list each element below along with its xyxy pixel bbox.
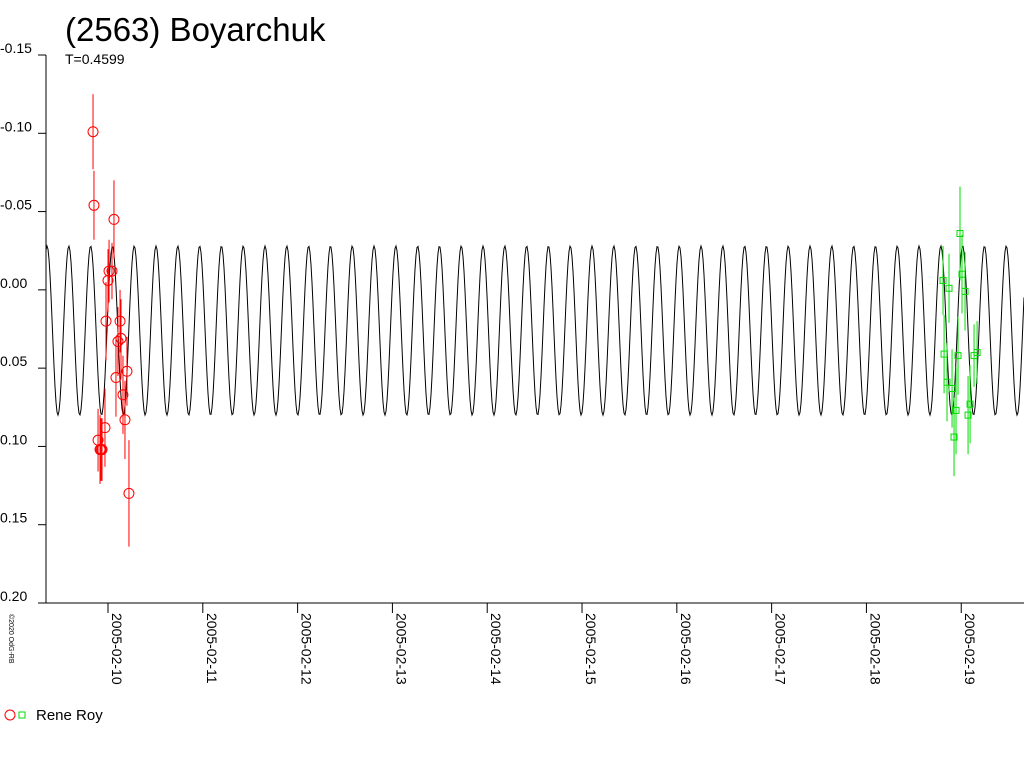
y-tick-label: 0.15 [0,510,27,526]
point [103,265,115,277]
x-tick-label: 2005-02-14 [488,613,504,685]
point [939,276,947,284]
point [948,384,956,392]
x-tick-label: 2005-02-19 [962,613,978,685]
y-tick-label: -0.10 [0,118,32,134]
fit-curve [45,244,1024,417]
point [87,126,99,138]
y-tick-label: 0.20 [0,588,27,604]
point [943,378,951,386]
point [945,284,953,292]
point [114,315,126,327]
point [954,352,962,360]
x-tick-label: 2005-02-17 [773,613,789,685]
point [115,332,127,344]
point [961,287,969,295]
point [106,265,118,277]
x-tick-label: 2005-02-18 [867,613,883,685]
y-tick-label: 0.00 [0,275,27,291]
point [96,444,108,456]
point [112,336,124,348]
credit: ©2020 OdG-RB [7,614,15,664]
point [123,487,135,499]
y-tick-label: -0.15 [0,40,32,56]
point [99,422,111,434]
point [964,411,972,419]
point [973,348,981,356]
chart-title: (2563) Boyarchuk [65,11,326,48]
legend-label: Rene Roy [36,707,103,724]
y-tick-label: 0.10 [0,431,27,447]
point [950,433,958,441]
x-tick-label: 2005-02-10 [109,613,125,685]
point [88,199,100,211]
point [956,229,964,237]
point [108,213,120,225]
point [100,315,112,327]
y-tick-label: -0.05 [0,197,32,213]
x-tick-label: 2005-02-13 [393,613,409,685]
legend-marker [4,709,16,721]
y-tick-label: 0.05 [0,353,27,369]
x-tick-label: 2005-02-16 [678,613,694,685]
legend-marker [18,711,26,719]
point [966,400,974,408]
point [117,389,129,401]
x-tick-label: 2005-02-11 [204,613,220,684]
subtitle: T=0.4599 [65,51,125,67]
x-tick-label: 2005-02-15 [583,613,599,685]
point [121,365,133,377]
point [952,406,960,414]
x-tick-label: 2005-02-12 [299,613,315,685]
point [119,414,131,426]
